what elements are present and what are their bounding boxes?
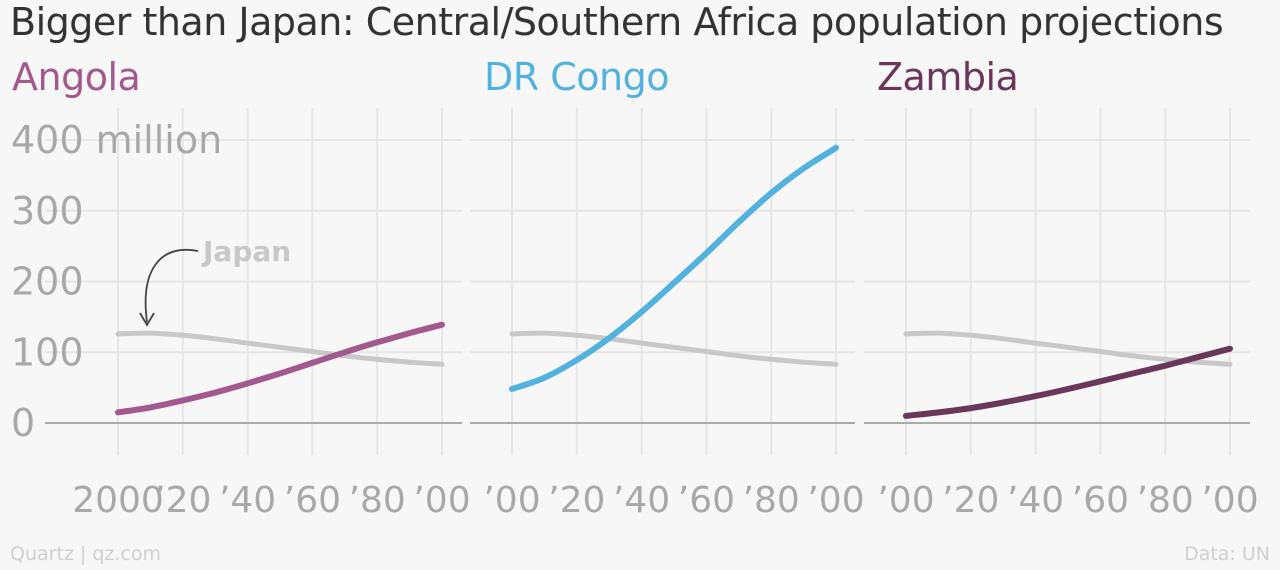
y-tick-label: 0 — [11, 401, 35, 445]
x-tick-label: 2000 — [72, 480, 164, 521]
x-tick-label: ’40 — [613, 480, 670, 521]
x-tick-label: ’40 — [1007, 480, 1064, 521]
x-tick-label: ’60 — [284, 480, 341, 521]
series-line-zambia — [903, 345, 1233, 419]
series-line-japan — [115, 330, 445, 367]
y-tick-label: 400 million — [11, 118, 222, 162]
chart-title: Bigger than Japan: Central/Southern Afri… — [10, 0, 1224, 44]
panel-title-zambia: Zambia — [877, 55, 1019, 99]
x-tick-label: ’60 — [678, 480, 735, 521]
y-tick-label: 100 — [11, 330, 84, 374]
x-tick-label: ’40 — [219, 480, 276, 521]
x-tick-label: ’80 — [349, 480, 406, 521]
panel-title-dr-congo: DR Congo — [484, 55, 669, 99]
x-tick-label: ’20 — [942, 480, 999, 521]
x-tick-label: ’80 — [743, 480, 800, 521]
x-tick-label: ’60 — [1072, 480, 1129, 521]
x-tick-label: ’00 — [1201, 480, 1258, 521]
x-tick-label: ’20 — [548, 480, 605, 521]
x-tick-label: ’00 — [413, 480, 470, 521]
annotation-arrow — [144, 249, 199, 323]
footer-source: Quartz | qz.com — [10, 543, 162, 565]
annotation-arrowhead — [139, 312, 155, 327]
x-tick-label: ’20 — [154, 480, 211, 521]
series-line-japan — [509, 330, 839, 367]
x-tick-label: ’80 — [1137, 480, 1194, 521]
x-tick-label: ’00 — [483, 480, 540, 521]
y-tick-label: 200 — [11, 260, 84, 304]
y-tick-label: 300 — [11, 189, 84, 233]
panel-title-angola: Angola — [12, 55, 141, 99]
x-tick-label: ’00 — [877, 480, 934, 521]
annotation-japan-label: Japan — [201, 235, 291, 268]
series-line-angola — [115, 321, 445, 416]
footer-credit: Data: UN — [1184, 543, 1270, 565]
series-line-drc — [509, 144, 839, 392]
x-tick-label: ’00 — [807, 480, 864, 521]
